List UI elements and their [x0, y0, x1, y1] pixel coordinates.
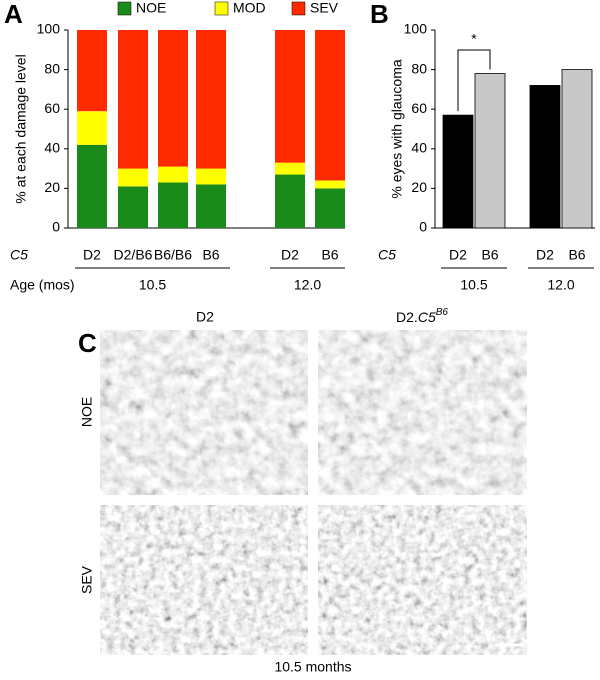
- x-tick-label: B6: [481, 247, 498, 263]
- bar-segment: [158, 182, 188, 228]
- bar-segment: [275, 30, 305, 163]
- y-tick-label: 100: [37, 21, 61, 37]
- bar-segment: [275, 162, 305, 175]
- legend-swatch: [214, 1, 229, 16]
- group-label: 12.0: [294, 277, 321, 293]
- micrograph: [100, 505, 308, 655]
- y-tick-label: 80: [44, 60, 60, 76]
- x-tick-label: D2/B6: [114, 247, 153, 263]
- y-tick-label: 20: [411, 179, 427, 195]
- row-label: C5: [10, 247, 28, 263]
- bar-segment: [77, 111, 107, 145]
- x-tick-label: D2: [281, 247, 299, 263]
- micrograph: [318, 505, 527, 655]
- x-tick-label: D2: [449, 247, 467, 263]
- column-label: D2: [196, 309, 214, 325]
- y-tick-label: 80: [411, 60, 427, 76]
- label-part: D2.: [396, 309, 418, 325]
- y-tick-label: 0: [419, 219, 427, 235]
- bar-segment: [158, 166, 188, 183]
- x-tick-label: D2: [83, 247, 101, 263]
- label-part: C5: [418, 309, 436, 325]
- bar: [529, 85, 561, 229]
- bar-segment: [77, 144, 107, 228]
- bar-segment: [158, 30, 188, 167]
- bar: [442, 114, 474, 229]
- y-tick-label: 40: [44, 140, 60, 156]
- legend-label: NOE: [136, 0, 166, 16]
- x-tick-label: B6/B6: [154, 247, 192, 263]
- significance-bracket: [457, 49, 491, 112]
- annotation: *: [471, 31, 477, 47]
- row-label: NOE: [79, 397, 95, 427]
- x-tick-label: D2: [536, 247, 554, 263]
- bar-segment: [118, 30, 148, 169]
- panel-label: C: [78, 328, 97, 358]
- bar-segment: [315, 188, 345, 228]
- y-tick-label: 100: [404, 21, 428, 37]
- panel-label: A: [4, 0, 23, 29]
- legend-label: MOD: [233, 0, 266, 16]
- row-label: SEV: [79, 565, 95, 594]
- micrograph: [318, 330, 527, 495]
- bar: [561, 69, 593, 229]
- bar-segment: [315, 30, 345, 181]
- y-tick-label: 0: [52, 219, 60, 235]
- group-label: 10.5: [460, 277, 487, 293]
- legend-swatch: [117, 1, 132, 16]
- micrograph: [100, 330, 308, 495]
- y-tick-label: 40: [411, 140, 427, 156]
- column-label: D2.C5B6: [396, 307, 448, 325]
- row-label: Age (mos): [10, 277, 75, 293]
- x-tick-label: B6: [568, 247, 585, 263]
- y-tick-label: 60: [411, 100, 427, 116]
- y-tick-label: 60: [44, 100, 60, 116]
- panel-label: B: [370, 0, 389, 29]
- bar: [474, 73, 506, 229]
- x-tick-label: B6: [321, 247, 338, 263]
- y-axis-label: % eyes with glaucoma: [389, 59, 405, 199]
- bar-segment: [196, 168, 226, 185]
- group-label: 12.0: [547, 277, 574, 293]
- bar-segment: [196, 184, 226, 228]
- group-label: 10.5: [139, 277, 166, 293]
- y-tick-label: 20: [44, 179, 60, 195]
- x-tick-label: B6: [202, 247, 219, 263]
- bar-segment: [315, 180, 345, 189]
- bar-segment: [275, 174, 305, 228]
- legend-label: SEV: [310, 0, 339, 16]
- caption: 10.5 months: [274, 659, 351, 675]
- row-label: C5: [378, 247, 396, 263]
- label-part: B6: [436, 307, 449, 318]
- bar-segment: [118, 168, 148, 187]
- bar-segment: [196, 30, 226, 169]
- legend-swatch: [291, 1, 306, 16]
- bar-segment: [118, 186, 148, 228]
- bar-segment: [77, 30, 107, 112]
- y-axis-label: % at each damage level: [13, 54, 29, 203]
